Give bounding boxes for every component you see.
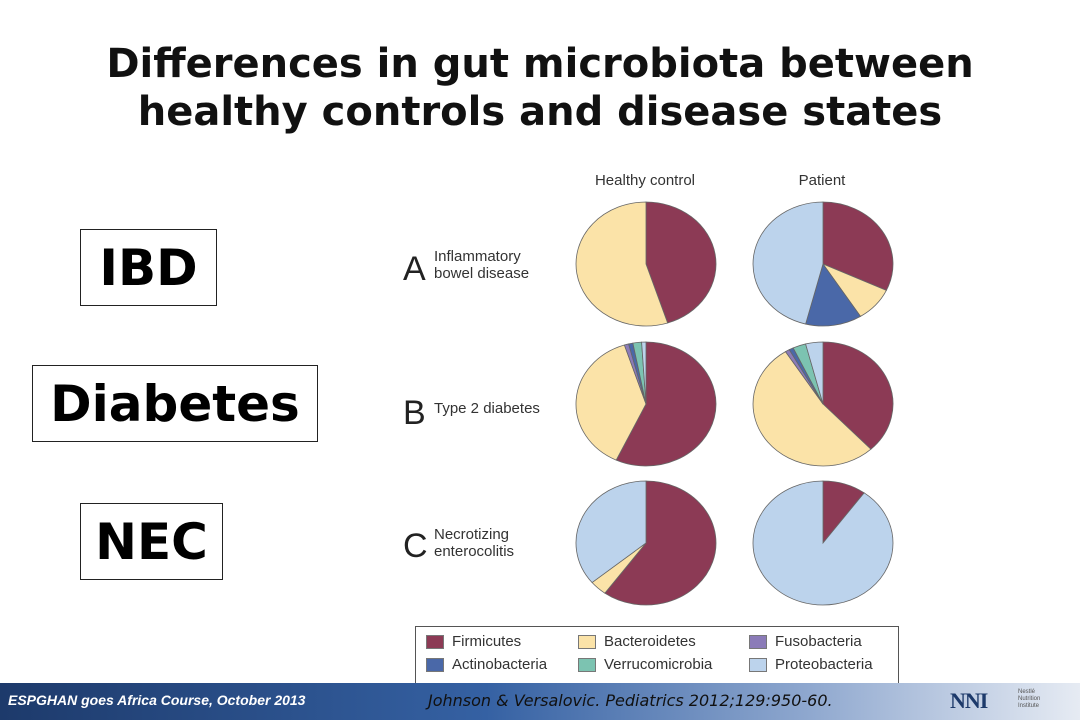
pie-b-healthy [575, 341, 717, 467]
legend-item-firmicutes: Firmicutes [426, 633, 521, 650]
row-letter-b: B [403, 394, 426, 432]
row-letter-c: C [403, 527, 428, 565]
microbiota-pie-figure: Healthy control Patient A Inflammatory b… [380, 160, 940, 690]
slice-firmicutes [645, 201, 717, 324]
chart-legend: Firmicutes Bacteroidetes Fusobacteria Actin… [415, 626, 899, 684]
row-label-c: Necrotizing enterocolitis [434, 526, 515, 560]
slice-firmicutes [822, 201, 894, 291]
pie-a-patient [752, 201, 894, 327]
slice-firmicutes [604, 480, 717, 606]
legend-label: Firmicutes [452, 633, 522, 650]
legend-label: Proteobacteria [775, 656, 873, 673]
nestle-nutrition-logo: NNI Nestlé Nutrition Institute [950, 688, 1045, 716]
legend-label: Fusobacteria [775, 633, 862, 650]
slice-proteobacteria [805, 341, 824, 405]
legend-label: Verrucomicrobia [604, 656, 713, 673]
nec-label-box: NEC [80, 503, 223, 580]
slice-proteobacteria [575, 480, 647, 584]
slice-bacteroidetes [575, 201, 669, 327]
slice-bacteroidetes [575, 344, 647, 461]
column-header-healthy: Healthy control [594, 172, 696, 189]
row-letter-a: A [403, 250, 426, 288]
logo-caption: Nestlé Nutrition Institute [1018, 689, 1041, 709]
legend-label: Actinobacteria [452, 656, 548, 673]
nni-logo-icon: NNI [950, 688, 988, 713]
legend-swatch [749, 634, 767, 649]
slice-proteobacteria [752, 480, 894, 606]
slice-firmicutes [615, 341, 717, 467]
slice-actinobacteria [805, 263, 862, 327]
slice-proteobacteria [641, 341, 647, 405]
slide-title: Differences in gut microbiota between he… [106, 41, 974, 135]
pie-c-healthy [575, 480, 717, 606]
legend-swatch [426, 634, 444, 649]
legend-swatch [426, 657, 444, 672]
legend-item-fusobacteria: Fusobacteria [749, 633, 862, 650]
course-footer-text: ESPGHAN goes Africa Course, October 2013 [8, 692, 306, 708]
column-header-patient: Patient [798, 172, 846, 189]
legend-item-bacteroidetes: Bacteroidetes [578, 633, 696, 650]
legend-item-proteobacteria: Proteobacteria [749, 656, 873, 673]
footer-bar: ESPGHAN goes Africa Course, October 2013 [0, 683, 1080, 720]
row-label-a: Inflammatory bowel disease [434, 248, 530, 282]
legend-swatch [578, 634, 596, 649]
diabetes-label-box: Diabetes [32, 365, 318, 442]
slice-bacteroidetes [752, 351, 872, 467]
legend-swatch [749, 657, 767, 672]
pie-a-healthy [575, 201, 717, 327]
slice-firmicutes [822, 341, 894, 450]
pie-c-patient [752, 480, 894, 606]
row-label-b: Type 2 diabetes [434, 400, 540, 417]
legend-item-actinobacteria: Actinobacteria [426, 656, 547, 673]
citation-text: Johnson & Versalovic. Pediatrics 2012;12… [428, 691, 833, 710]
slice-proteobacteria [752, 201, 824, 325]
pie-chart-canvas [575, 201, 894, 606]
legend-item-verrucomicrobia: Verrucomicrobia [578, 656, 712, 673]
legend-swatch [578, 657, 596, 672]
ibd-label-box: IBD [80, 229, 217, 306]
legend-label: Bacteroidetes [604, 633, 696, 650]
pie-b-patient [752, 341, 894, 467]
